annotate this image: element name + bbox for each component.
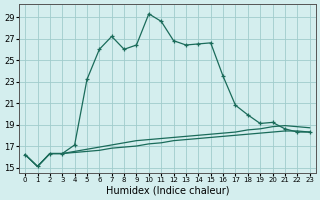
X-axis label: Humidex (Indice chaleur): Humidex (Indice chaleur) xyxy=(106,186,229,196)
